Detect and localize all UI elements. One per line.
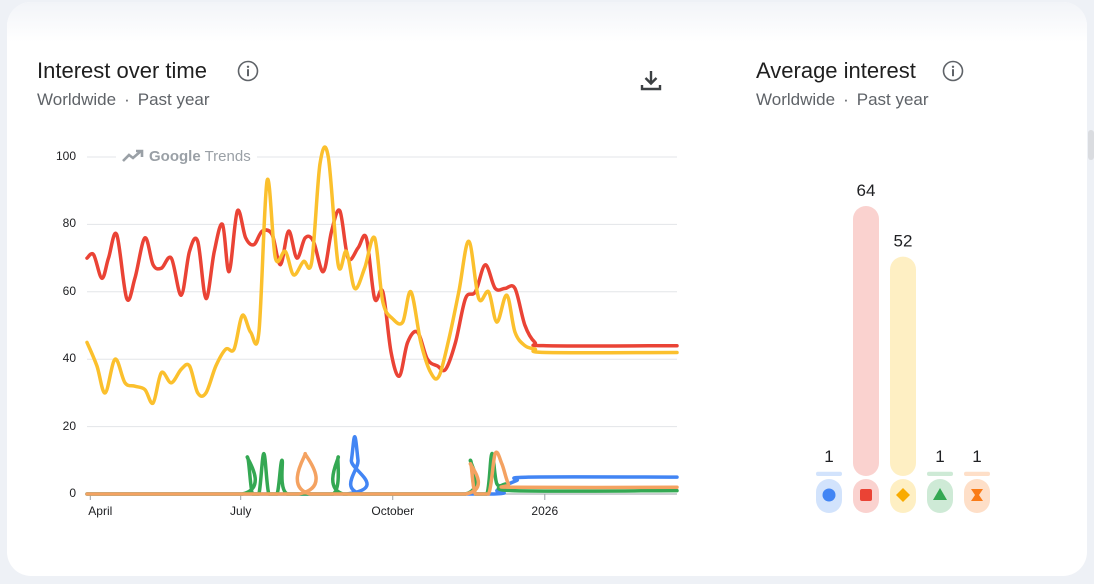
- average-interest-bar-group[interactable]: 64: [853, 181, 879, 513]
- y-tick-label: 20: [62, 418, 76, 433]
- download-icon: [640, 71, 662, 91]
- info-icon[interactable]: [942, 60, 964, 82]
- x-tick-label: July: [230, 504, 252, 518]
- x-tick-label: April: [88, 504, 113, 518]
- average-interest-bar: [890, 256, 916, 476]
- interest-over-time-chart: [85, 145, 679, 500]
- trends-logo-icon: [122, 149, 144, 162]
- info-icon[interactable]: [237, 60, 259, 82]
- period-label: Past year: [856, 90, 929, 109]
- y-tick-label: 60: [62, 283, 76, 298]
- average-interest-value-label: 64: [857, 181, 876, 200]
- average-interest-bar-group[interactable]: 52: [890, 232, 916, 513]
- y-tick-label: 40: [62, 351, 76, 366]
- region-label: Worldwide: [756, 90, 836, 109]
- region-label: Worldwide: [37, 90, 117, 109]
- separator-dot: ·: [124, 90, 130, 109]
- download-button[interactable]: [634, 64, 668, 98]
- average-interest-value-label: 1: [824, 447, 833, 466]
- series-line-blue[interactable]: [85, 434, 679, 496]
- average-interest-bar: [853, 206, 879, 476]
- separator-dot: ·: [843, 90, 849, 109]
- hourglass-marker-icon: [971, 489, 983, 501]
- average-interest-title: Average interest: [756, 58, 916, 83]
- average-interest-subtitle: Worldwide · Past year: [756, 90, 929, 110]
- interest-over-time-title: Interest over time: [37, 58, 207, 83]
- interest-over-time-subtitle: Worldwide · Past year: [37, 90, 210, 110]
- average-interest-value-label: 52: [894, 232, 913, 251]
- average-interest-value-label: 1: [972, 447, 981, 466]
- series-line-red[interactable]: [85, 208, 679, 378]
- google-trends-watermark: Google Trends: [116, 146, 257, 166]
- average-interest-chart: 1 64 52 1 1: [816, 181, 990, 513]
- series-line-orange[interactable]: [85, 450, 679, 496]
- scrollbar[interactable]: [1088, 130, 1094, 160]
- average-interest-bar: [816, 471, 842, 476]
- watermark-product: Trends: [204, 147, 251, 165]
- average-interest-bar-group[interactable]: 1: [927, 447, 953, 513]
- x-tick-label: 2026: [531, 504, 559, 518]
- triangle-marker-icon: [933, 488, 947, 500]
- y-tick-label: 0: [69, 486, 76, 500]
- circle-marker-icon: [822, 488, 836, 502]
- watermark-brand: Google: [149, 147, 201, 165]
- average-interest-bar: [964, 471, 990, 476]
- card-header-fade: [7, 2, 1087, 42]
- y-tick-label: 80: [62, 216, 76, 231]
- average-interest-bar-group[interactable]: 1: [816, 447, 842, 513]
- square-marker-icon: [860, 489, 872, 501]
- diamond-marker-icon: [896, 488, 910, 502]
- series-line-yellow[interactable]: [85, 145, 679, 406]
- y-tick-label: 100: [55, 149, 76, 163]
- period-label: Past year: [137, 90, 210, 109]
- average-interest-value-label: 1: [935, 447, 944, 466]
- average-interest-bar: [927, 471, 953, 476]
- average-interest-bar-group[interactable]: 1: [964, 447, 990, 513]
- x-tick-label: October: [371, 504, 415, 518]
